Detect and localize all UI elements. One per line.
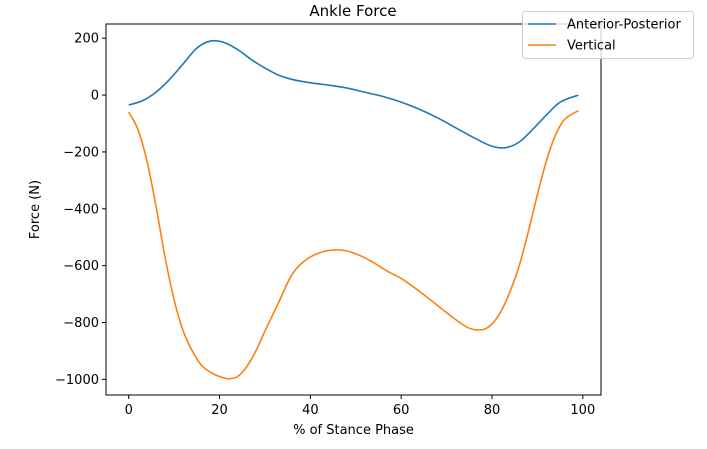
plot-frame — [105, 23, 602, 396]
series-line-vertical — [128, 110, 579, 380]
series-line-anterior-posterior — [128, 39, 579, 149]
x-tick-label: 100 — [570, 403, 595, 418]
x-axis-label: % of Stance Phase — [293, 423, 414, 438]
x-tick-label: 0 — [125, 403, 133, 418]
y-tick-label: −800 — [63, 316, 99, 331]
y-axis-label: Force (N) — [28, 180, 43, 239]
y-tick-label: 0 — [91, 89, 99, 104]
chart-title: Ankle Force — [309, 2, 396, 20]
x-axis: 0 20 40 60 80 100 — [125, 395, 595, 418]
y-tick-label: −400 — [63, 202, 99, 217]
y-tick-label: −200 — [63, 145, 99, 160]
plot-area — [128, 39, 579, 380]
y-axis: 200 0 −200 −400 −600 −800 −1000 — [55, 32, 106, 388]
x-tick-label: 20 — [211, 403, 228, 418]
y-tick-label: 200 — [74, 32, 99, 47]
legend: Anterior-Posterior Vertical — [522, 11, 694, 59]
legend-entry-label: Vertical — [567, 39, 616, 54]
legend-box — [522, 11, 694, 59]
x-tick-label: 80 — [484, 403, 501, 418]
x-tick-label: 60 — [393, 403, 410, 418]
legend-entry-label: Anterior-Posterior — [567, 18, 681, 33]
x-tick-label: 40 — [302, 403, 319, 418]
y-tick-label: −600 — [63, 259, 99, 274]
y-tick-label: −1000 — [55, 373, 99, 388]
